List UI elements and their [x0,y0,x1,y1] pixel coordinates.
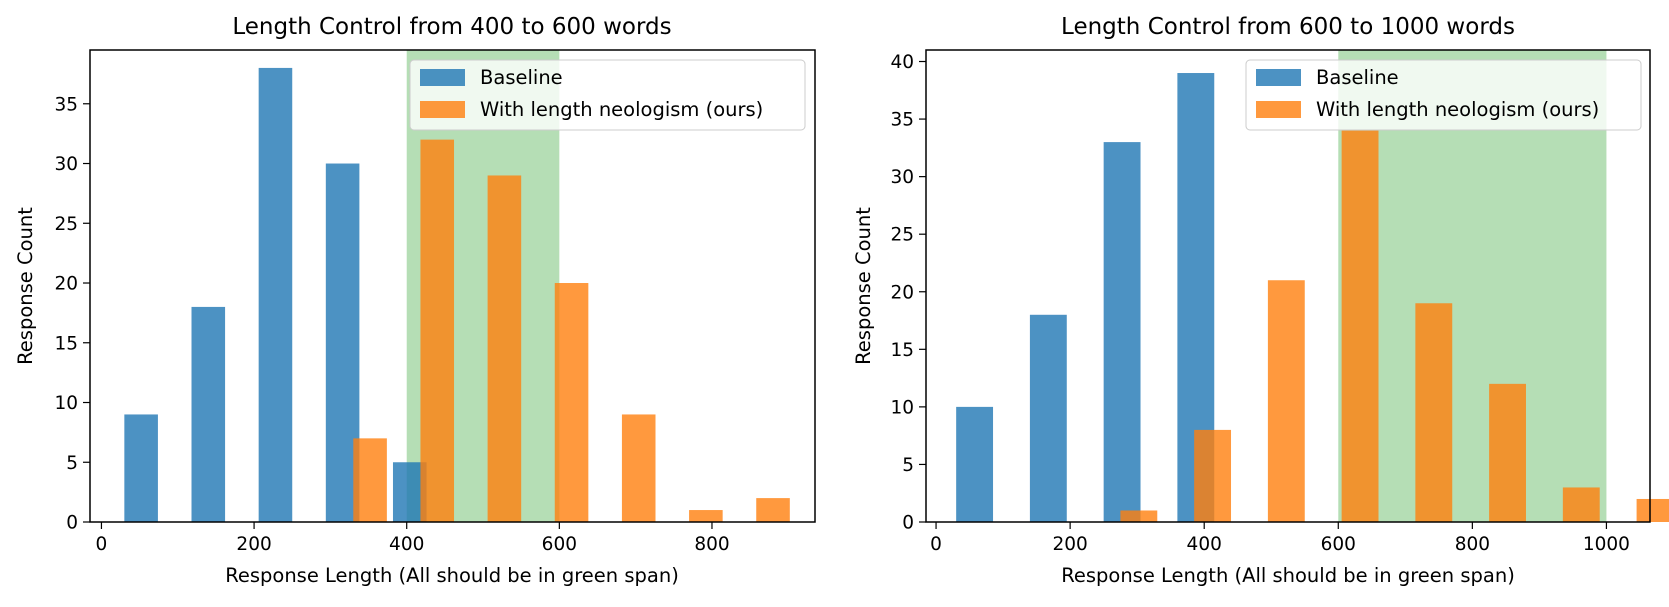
axes-frame [89,49,816,523]
legend-label-ours: With length neologism (ours) [1316,98,1599,121]
y-tick-label: 25 [890,225,914,246]
ours-bar [353,438,387,522]
legend-swatch-ours [420,101,465,118]
y-tick-label: 5 [66,453,78,474]
y-tick-label: 35 [890,110,914,131]
ours-bar [1415,303,1453,522]
y-tick-label: 20 [890,282,914,303]
legend-label-baseline: Baseline [1316,66,1399,89]
y-tick-label: 20 [54,274,78,295]
x-axis-label: Response Length (All should be in green … [225,564,679,587]
ours-bar [1341,130,1379,522]
x-tick-label: 600 [1321,534,1356,555]
y-tick-label: 30 [54,154,78,175]
x-tick-label: 400 [389,534,424,555]
ours-bar [1267,280,1305,522]
y-axis-label: Response Count [14,207,37,365]
legend-label-ours: With length neologism (ours) [480,98,763,121]
chart-left: Length Control from 400 to 600 words 0 20… [14,14,816,587]
x-tick-label: 600 [542,534,577,555]
y-tick-label: 0 [66,513,78,534]
ours-bar [689,510,723,522]
x-tick-label: 400 [1187,534,1222,555]
ours-bar [487,175,522,522]
legend-swatch-baseline [420,69,465,86]
ours-bar [420,139,455,523]
ours-bar [621,414,656,522]
y-tick-label: 40 [890,52,914,73]
x-tick-label: 1000 [1583,534,1630,555]
y-axis-label: Response Count [852,207,875,365]
legend-label-baseline: Baseline [480,66,563,89]
x-tick-label: 800 [694,534,729,555]
x-axis-label: Response Length (All should be in green … [1061,564,1515,587]
x-tick-label: 200 [236,534,271,555]
legend-swatch-baseline [1256,69,1301,86]
legend-swatch-ours [1256,101,1301,118]
ours-bar [1489,383,1526,522]
baseline-bar [258,67,293,523]
y-tick-label: 25 [54,214,78,235]
ours-bar [756,498,790,522]
baseline-bar [191,306,226,522]
baseline-bar [1029,314,1067,522]
y-tick-label: 10 [54,393,78,414]
x-tick-label: 0 [930,534,942,555]
y-tick-label: 10 [890,397,914,418]
legend: Baseline With length neologism (ours) [409,59,806,131]
chart-title: Length Control from 600 to 1000 words [1061,14,1515,40]
ours-bar [1636,498,1669,522]
x-tick-label: 800 [1455,534,1490,555]
legend-frame [1245,59,1642,131]
ours-bar [554,283,589,522]
baseline-bar [124,414,158,522]
chart-title: Length Control from 400 to 600 words [232,14,671,40]
baseline-bar [956,406,994,522]
ours-bar [1120,510,1158,522]
legend: Baseline With length neologism (ours) [1245,59,1642,131]
y-tick-label: 30 [890,167,914,188]
y-tick-label: 15 [890,340,914,361]
y-tick-label: 0 [902,513,914,534]
y-tick-label: 5 [902,455,914,476]
y-tick-label: 35 [54,94,78,115]
ours-bar [1562,487,1600,522]
baseline-bar [1103,142,1141,522]
x-tick-label: 0 [96,534,108,555]
chart-right: Length Control from 600 to 1000 words 0 2… [852,14,1669,587]
x-tick-label: 200 [1052,534,1087,555]
y-tick-label: 15 [54,333,78,354]
legend-frame [409,59,806,131]
axes-frame [925,49,1651,523]
ours-bar [1194,429,1232,522]
